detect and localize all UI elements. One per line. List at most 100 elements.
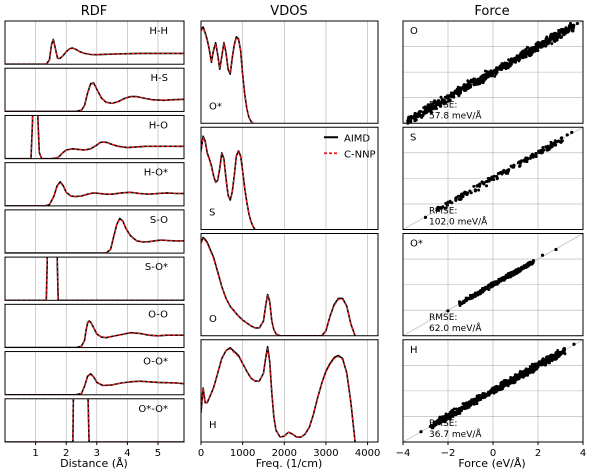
vdos-panel-o: O (200, 233, 379, 337)
force-point (462, 83, 466, 87)
force-point (459, 91, 462, 95)
force-point (521, 56, 525, 60)
force-point (545, 39, 549, 43)
force-point (510, 376, 514, 380)
force-point (504, 66, 508, 70)
force-point (516, 268, 520, 272)
rdf-panel-frame (4, 67, 185, 112)
force-point (541, 39, 545, 43)
force-point (553, 141, 557, 145)
force-point (511, 59, 515, 63)
rdf-panel-frame (4, 303, 185, 349)
force-point (495, 66, 499, 70)
vdos-cnnp-line (201, 27, 254, 124)
rdf-panel-label: H-O (149, 120, 168, 131)
force-point (533, 48, 537, 52)
force-point (483, 393, 487, 396)
force-point (446, 309, 450, 313)
force-point (432, 423, 436, 427)
force-point (493, 74, 497, 78)
vdos-panel-frame (200, 20, 379, 124)
rdf-panel-label: S-O* (145, 262, 168, 273)
rdf-panel-frame (4, 398, 185, 443)
force-point (487, 392, 491, 396)
force-xtick-label: 0 (490, 448, 496, 459)
force-point (428, 103, 432, 107)
rdf-panel-h-h: H-H (4, 20, 185, 65)
force-point (520, 370, 523, 374)
rdf-panel-frame (4, 209, 185, 254)
force-point (442, 98, 446, 102)
force-point (463, 85, 467, 89)
force-point (570, 130, 574, 134)
force-point (526, 264, 530, 268)
force-point (549, 140, 553, 144)
force-point (496, 172, 500, 175)
force-point (470, 294, 473, 298)
force-point (459, 409, 463, 413)
rdf-panel-label: H-S (151, 73, 168, 84)
force-point (528, 49, 532, 53)
force-point (524, 55, 528, 59)
force-panel-ostar: O* RMSE:62.0 meV/Å (402, 233, 584, 337)
force-point (513, 373, 517, 377)
rdf-xtick-label: 4 (124, 448, 130, 459)
force-point (542, 42, 546, 46)
rdf-xtick-label: 5 (155, 448, 161, 459)
force-point (543, 363, 547, 367)
force-point (499, 67, 503, 71)
force-point (487, 72, 491, 76)
force-point (450, 410, 454, 413)
force-point (459, 194, 463, 198)
force-point (539, 151, 543, 155)
force-point (478, 182, 482, 186)
force-point (431, 102, 435, 106)
rdf-cnnp-line (5, 218, 184, 254)
vdos-aimd-line (201, 236, 356, 336)
force-point (469, 191, 473, 195)
force-point (477, 398, 481, 402)
rdf-panel-o-o: O-O (4, 303, 185, 349)
force-point (531, 259, 535, 262)
rdf-xtick-label: 2 (63, 448, 69, 459)
rdf-cnnp-line (5, 181, 184, 206)
rdf-xtick-label: 1 (32, 448, 38, 459)
force-point (444, 417, 448, 421)
force-point (438, 104, 442, 108)
force-point (529, 261, 533, 265)
force-point (448, 98, 452, 102)
force-point (441, 419, 445, 423)
force-point (530, 47, 533, 51)
force-point (542, 358, 546, 362)
force-point (500, 170, 504, 174)
force-point (475, 394, 479, 398)
force-point (465, 401, 469, 405)
force-point (558, 34, 562, 38)
rdf-panel-label: O*-O* (138, 404, 168, 415)
force-panel-frame (402, 20, 584, 124)
force-point (567, 29, 571, 33)
force-point (439, 416, 443, 420)
force-point (562, 348, 565, 352)
force-point (439, 206, 443, 210)
force-point (489, 390, 493, 394)
force-point (452, 92, 456, 96)
force-point (438, 420, 442, 424)
force-point (531, 155, 535, 159)
force-panel-label: O (410, 26, 418, 37)
force-point (557, 139, 561, 143)
force-rmse-label: RMSE: (429, 419, 457, 429)
rdf-aimd-line (5, 181, 184, 206)
force-point (551, 358, 554, 362)
force-panel-frame (402, 233, 584, 337)
rdf-panel-label: O-O* (143, 357, 168, 368)
force-point (431, 426, 435, 430)
force-point (469, 78, 473, 82)
vdos-xlabel: Freq. (1/cm) (256, 457, 323, 470)
rdf-panel-label: S-O (150, 215, 168, 226)
rdf-panel-h-o: H-O (4, 114, 185, 160)
force-point (565, 28, 568, 32)
force-point (483, 395, 487, 399)
force-point (516, 374, 520, 378)
force-point (544, 145, 548, 149)
